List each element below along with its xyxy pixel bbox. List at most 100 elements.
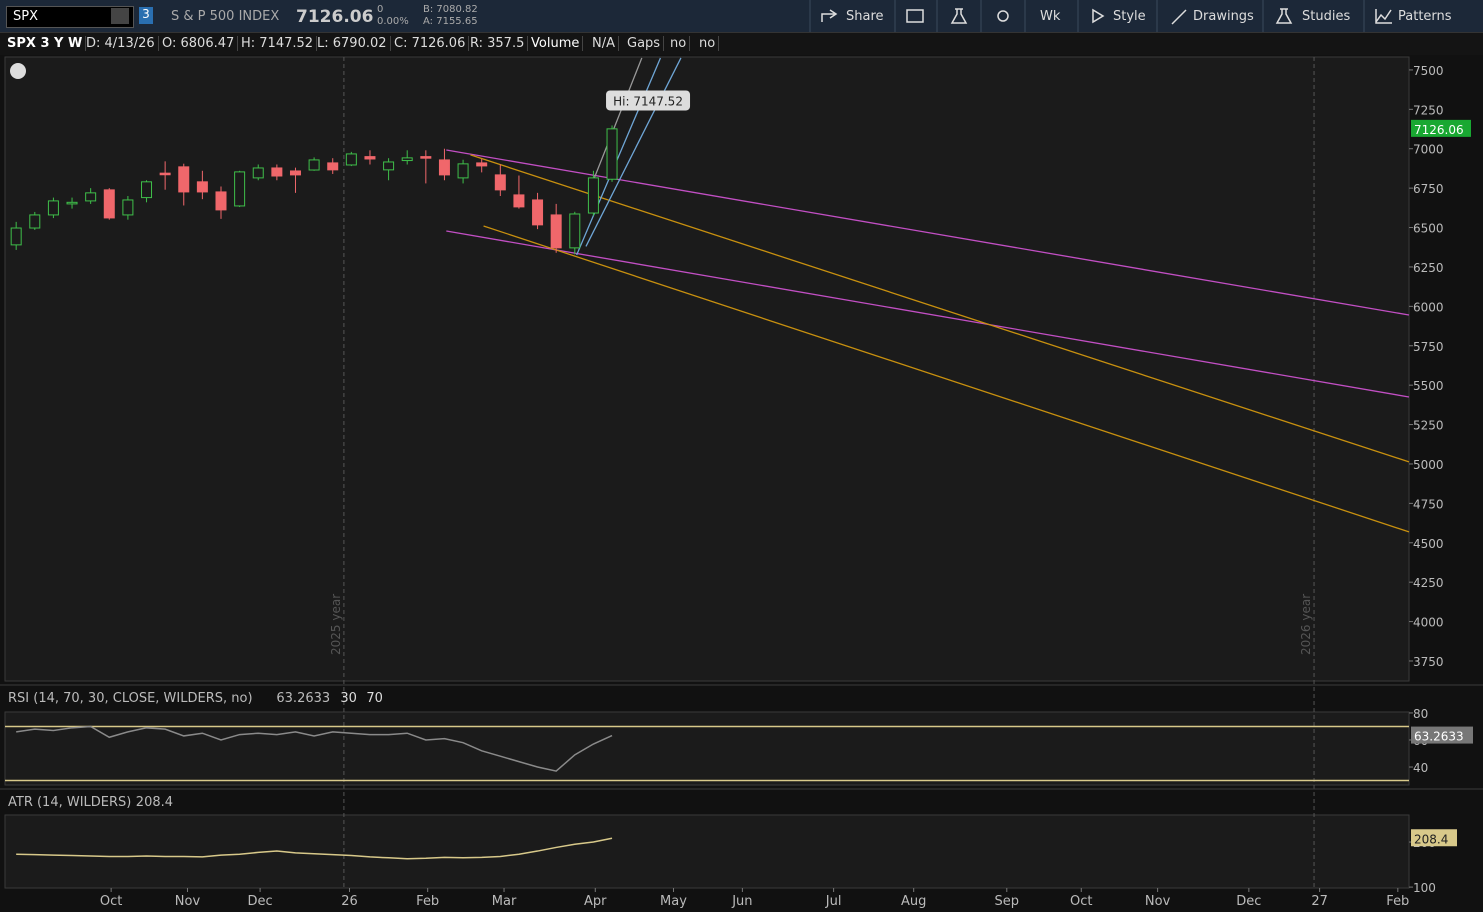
x-tick-label: Jul xyxy=(825,894,842,909)
y-tick-label: 5250 xyxy=(1413,419,1444,433)
candle-body xyxy=(569,213,581,249)
study-line xyxy=(16,837,613,860)
candle-body xyxy=(141,181,153,199)
year-label: 2026 year xyxy=(1299,594,1313,655)
year-label: 2025 year xyxy=(329,594,343,655)
y-tick-label: 5500 xyxy=(1413,379,1444,393)
candle-body xyxy=(327,162,339,171)
candle-body xyxy=(122,199,134,216)
candle-body xyxy=(103,189,115,219)
y-tick-label: 5000 xyxy=(1413,458,1444,472)
gaps-value-2: no xyxy=(696,36,720,51)
candle-body xyxy=(234,171,246,207)
hi-callout xyxy=(606,90,691,111)
y-tick-label: 4250 xyxy=(1413,576,1444,590)
candle-body xyxy=(383,161,395,171)
change: 0 xyxy=(377,4,384,15)
ask: A: 7155.65 xyxy=(423,16,478,27)
share-button[interactable]: Share xyxy=(846,9,884,24)
x-tick-label: Aug xyxy=(901,894,926,909)
study-value: 63.2633 xyxy=(276,691,330,706)
hi-annotation: Hi: 7147.52 xyxy=(613,94,683,108)
date: D: 4/13/26 xyxy=(83,36,159,51)
x-tick-label: Nov xyxy=(1145,894,1171,909)
patterns-button[interactable]: Patterns xyxy=(1398,9,1452,24)
last-price-label: 7126.06 xyxy=(1414,123,1464,137)
x-tick-label: Jun xyxy=(731,894,752,909)
trendline xyxy=(470,154,1410,463)
panel-bg xyxy=(4,711,1410,786)
close: C: 7126.06 xyxy=(391,36,470,51)
panel-bg xyxy=(4,56,1410,682)
trendline xyxy=(483,225,1410,533)
candle-body xyxy=(587,177,599,214)
last-price: 7126.06 xyxy=(296,7,374,27)
y-tick-label: 3750 xyxy=(1413,655,1444,669)
x-tick-label: Apr xyxy=(584,894,607,909)
drawings-button[interactable]: Drawings xyxy=(1193,9,1254,24)
x-tick-label: Oct xyxy=(1070,894,1092,909)
value-badge xyxy=(1411,726,1473,744)
studies-button[interactable]: Studies xyxy=(1302,9,1351,24)
candle-body xyxy=(438,159,450,176)
link-badge[interactable]: 3 xyxy=(139,7,153,24)
y-tick-label: 80 xyxy=(1413,707,1428,721)
y-tick-label: 6000 xyxy=(1413,300,1444,314)
x-tick-label: Dec xyxy=(248,894,273,909)
y-tick-label: 40 xyxy=(1413,761,1428,775)
toolbar: SPX 3 S & P 500 INDEX 7126.06 0 0.00% B:… xyxy=(0,0,1483,33)
style-button[interactable]: Style xyxy=(1113,9,1146,24)
dropdown[interactable] xyxy=(111,8,129,24)
candle-body xyxy=(271,167,283,177)
study-level: 30 xyxy=(340,691,357,706)
candle-body xyxy=(252,167,264,179)
y-tick-label: 5750 xyxy=(1413,340,1444,354)
y-tick-label: 7500 xyxy=(1413,64,1444,78)
candle-body xyxy=(196,181,208,193)
x-tick-label: 26 xyxy=(341,894,358,909)
candle-body xyxy=(345,153,357,166)
study-title: RSI (14, 70, 30, CLOSE, WILDERS, no) xyxy=(8,691,253,706)
x-tick-label: 27 xyxy=(1311,894,1328,909)
panel-bg xyxy=(4,814,1410,889)
value-badge-label: 63.2633 xyxy=(1414,730,1464,744)
y-tick-label: 6750 xyxy=(1413,182,1444,196)
chart-header: SPX 3 Y W D: 4/13/26 O: 6806.47 H: 7147.… xyxy=(0,33,1483,55)
x-tick-label: Oct xyxy=(100,894,122,909)
change-pct: 0.00% xyxy=(377,16,409,27)
y-tick-label: 4500 xyxy=(1413,537,1444,551)
symbol[interactable]: SPX xyxy=(13,9,38,24)
candle-body xyxy=(85,192,97,202)
chart: 3750 4000 4250 4500 4750 5000 5250 5500 5750 6000… xyxy=(0,56,1483,909)
candle-body xyxy=(66,201,78,205)
y-tick-label: 6500 xyxy=(1413,222,1444,236)
candle-body xyxy=(364,156,376,160)
gaps-value: no xyxy=(667,36,691,51)
candle-body xyxy=(29,214,41,229)
symbol-name: S & P 500 INDEX xyxy=(171,9,280,24)
candle-body xyxy=(178,166,190,193)
symbol-box[interactable] xyxy=(6,6,134,28)
x-tick-label: Feb xyxy=(1386,894,1409,909)
x-tick-label: Mar xyxy=(492,894,517,909)
candle-body xyxy=(159,172,171,176)
open: O: 6806.47 xyxy=(159,36,239,51)
bid: B: 7080.82 xyxy=(423,4,478,15)
candle-body xyxy=(47,200,59,216)
high: H: 7147.52 xyxy=(238,36,318,51)
candle-body xyxy=(494,174,506,191)
volume-value: N/A xyxy=(589,36,619,51)
volume[interactable]: Volume xyxy=(528,36,584,51)
candle-body xyxy=(606,128,618,180)
trendline xyxy=(592,57,643,181)
aggregation-button[interactable]: Wk xyxy=(1040,9,1061,24)
candle-body xyxy=(308,159,320,171)
y-tick-label: 4000 xyxy=(1413,616,1444,630)
gaps[interactable]: Gaps xyxy=(624,36,665,51)
study-line xyxy=(16,725,613,772)
candle-body xyxy=(532,199,544,226)
y-tick-label: 100 xyxy=(1413,881,1436,895)
x-tick-label: Dec xyxy=(1236,894,1261,909)
candle-body xyxy=(401,157,413,162)
study-level: 70 xyxy=(366,691,383,706)
